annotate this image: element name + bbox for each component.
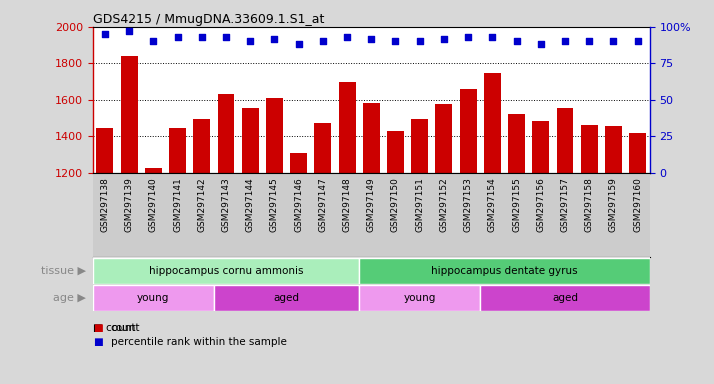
Point [268, 35, 280, 41]
Bar [359, 258, 650, 284]
Bar [359, 285, 481, 311]
Text: tissue ▶: tissue ▶ [41, 266, 86, 276]
Bar [93, 285, 214, 311]
Text: young: young [403, 293, 436, 303]
Bar [533, 121, 549, 173]
Point [487, 34, 498, 40]
Bar [508, 114, 525, 173]
Text: GSM297156: GSM297156 [536, 177, 545, 232]
Point [608, 38, 619, 45]
Text: GSM297138: GSM297138 [101, 177, 109, 232]
Bar [363, 104, 380, 173]
Bar [411, 119, 428, 173]
Text: GSM297144: GSM297144 [246, 177, 255, 232]
Bar [169, 127, 186, 173]
Text: GSM297149: GSM297149 [367, 177, 376, 232]
Text: aged: aged [273, 293, 300, 303]
Bar [145, 168, 162, 173]
Bar [121, 56, 138, 173]
Text: aged: aged [552, 293, 578, 303]
Text: age ▶: age ▶ [53, 293, 86, 303]
Text: hippocampus cornu ammonis: hippocampus cornu ammonis [149, 266, 303, 276]
Text: GSM297145: GSM297145 [270, 177, 279, 232]
Text: GSM297150: GSM297150 [391, 177, 400, 232]
Point [244, 38, 256, 45]
Text: GSM297140: GSM297140 [149, 177, 158, 232]
Point [632, 38, 643, 45]
Text: GSM297141: GSM297141 [173, 177, 182, 232]
Bar [629, 133, 646, 173]
Bar [436, 104, 453, 173]
Point [438, 35, 450, 41]
Point [366, 35, 377, 41]
Text: percentile rank within the sample: percentile rank within the sample [111, 337, 286, 347]
Text: ■: ■ [93, 323, 103, 333]
Bar [580, 126, 598, 173]
Bar [242, 108, 258, 173]
Point [172, 34, 183, 40]
Bar [266, 98, 283, 173]
Text: GDS4215 / MmugDNA.33609.1.S1_at: GDS4215 / MmugDNA.33609.1.S1_at [93, 13, 324, 26]
Text: GSM297153: GSM297153 [463, 177, 473, 232]
Point [463, 34, 474, 40]
Text: count: count [111, 323, 140, 333]
Point [99, 31, 111, 37]
Point [583, 38, 595, 45]
Bar [484, 73, 501, 173]
Point [341, 34, 353, 40]
Bar [605, 126, 622, 173]
Text: GSM297154: GSM297154 [488, 177, 497, 232]
Text: GSM297159: GSM297159 [609, 177, 618, 232]
Bar [460, 89, 477, 173]
Text: hippocampus dentate gyrus: hippocampus dentate gyrus [431, 266, 578, 276]
Point [317, 38, 328, 45]
Point [124, 28, 135, 34]
Bar [481, 285, 650, 311]
Point [293, 41, 304, 48]
Text: ■: ■ [93, 337, 103, 347]
Bar [218, 94, 234, 173]
Text: GSM297142: GSM297142 [197, 177, 206, 232]
Bar [96, 128, 114, 173]
Bar [193, 119, 210, 173]
Text: GSM297160: GSM297160 [633, 177, 642, 232]
Bar [290, 153, 307, 173]
Point [221, 34, 232, 40]
Point [390, 38, 401, 45]
Text: GSM297158: GSM297158 [585, 177, 594, 232]
Point [148, 38, 159, 45]
Text: GSM297143: GSM297143 [221, 177, 231, 232]
Bar [338, 82, 356, 173]
Text: GSM297146: GSM297146 [294, 177, 303, 232]
Point [511, 38, 522, 45]
Text: young: young [137, 293, 169, 303]
Text: GSM297155: GSM297155 [512, 177, 521, 232]
Text: GSM297139: GSM297139 [125, 177, 134, 232]
Text: GSM297148: GSM297148 [343, 177, 351, 232]
Text: GSM297147: GSM297147 [318, 177, 327, 232]
Text: GSM297151: GSM297151 [416, 177, 424, 232]
Bar [387, 131, 404, 173]
Bar [93, 258, 359, 284]
Bar [214, 285, 359, 311]
Text: GSM297157: GSM297157 [560, 177, 570, 232]
Bar [556, 108, 573, 173]
Point [535, 41, 546, 48]
Text: ■ count: ■ count [93, 323, 136, 333]
Bar [314, 123, 331, 173]
Point [559, 38, 570, 45]
Point [196, 34, 208, 40]
Point [414, 38, 426, 45]
Text: GSM297152: GSM297152 [439, 177, 448, 232]
